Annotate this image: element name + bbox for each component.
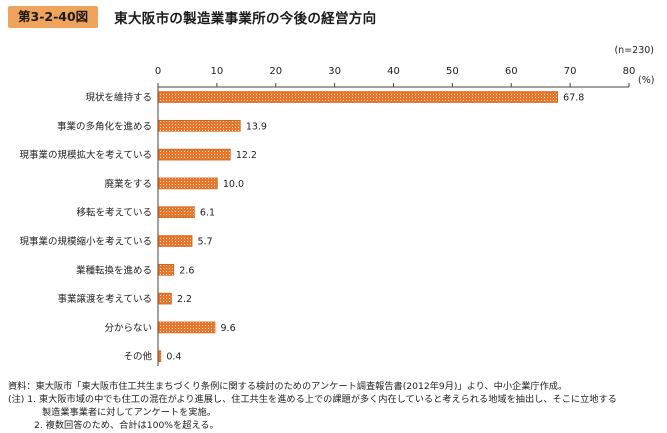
x-tick-label: 80 xyxy=(623,66,636,77)
note-1-continued: 製造業事業者に対してアンケートを実施。 xyxy=(42,407,216,418)
figure-title: 東大阪市の製造業事業所の今後の経営方向 xyxy=(114,11,377,27)
bar xyxy=(158,177,218,190)
figure-number-badge: 第3-2-40図 xyxy=(8,6,99,28)
source-note: 資料：東大阪市「東大阪市住工共生まちづくり条例に関する検討のためのアンケート調査… xyxy=(8,381,568,392)
value-label: 9.6 xyxy=(221,323,236,334)
value-label: 0.4 xyxy=(166,352,181,363)
category-label: 業種転換を進める xyxy=(76,264,152,276)
bar xyxy=(158,292,172,305)
value-label: 5.7 xyxy=(198,237,213,248)
x-tick-label: 30 xyxy=(328,66,341,77)
x-tick-label: 10 xyxy=(211,66,224,77)
x-tick-label: 60 xyxy=(505,66,518,77)
x-tick-label: 20 xyxy=(269,66,282,77)
category-label: 分からない xyxy=(104,323,152,334)
value-label: 13.9 xyxy=(246,121,267,132)
x-tick-label: 50 xyxy=(446,66,459,77)
category-label: 事業の多角化を進める xyxy=(57,120,152,132)
x-tick-label: 70 xyxy=(564,66,577,77)
bar xyxy=(158,350,162,363)
note-2: 2. 複数回答のため、合計は100%を超える。 xyxy=(34,420,219,431)
x-tick-label: 0 xyxy=(155,66,161,77)
value-label: 67.8 xyxy=(563,93,584,104)
bar-chart: (n=230) (%) 0 10 20 30 40 50 60 70 80 現状を維持する 67.… xyxy=(19,45,654,366)
value-label: 6.1 xyxy=(200,208,215,219)
category-label: 現事業の規模縮小を考えている xyxy=(19,236,152,248)
bar xyxy=(158,321,216,334)
x-tick-label: 40 xyxy=(387,66,400,77)
category-label: 現状を維持する xyxy=(85,92,152,104)
value-label: 12.2 xyxy=(236,150,257,161)
figure-header: 第3-2-40図 東大阪市の製造業事業所の今後の経営方向 xyxy=(8,6,376,28)
category-label: 移転を考えている xyxy=(76,207,152,219)
category-label: 現事業の規模拡大を考えている xyxy=(19,149,152,161)
footnotes: 資料：東大阪市「東大阪市住工共生まちづくり条例に関する検討のためのアンケート調査… xyxy=(8,380,663,432)
category-label: 事業譲渡を考えている xyxy=(57,293,152,305)
unit-label: (%) xyxy=(638,75,654,86)
bar xyxy=(158,148,231,161)
bar xyxy=(158,235,193,247)
value-label: 2.6 xyxy=(179,265,194,276)
bar xyxy=(158,263,175,276)
bar xyxy=(158,91,558,103)
bar xyxy=(158,206,195,218)
value-label: 10.0 xyxy=(223,179,244,190)
note-1: (注) 1. 東大阪市域の中でも住工の混在がより進展し、住工共生を進める上での課… xyxy=(8,394,617,405)
value-label: 2.2 xyxy=(177,294,192,305)
sample-size-note: (n=230) xyxy=(614,45,654,56)
bar xyxy=(158,120,241,132)
category-label: 廃業をする xyxy=(104,178,152,190)
category-label: その他 xyxy=(123,351,152,363)
